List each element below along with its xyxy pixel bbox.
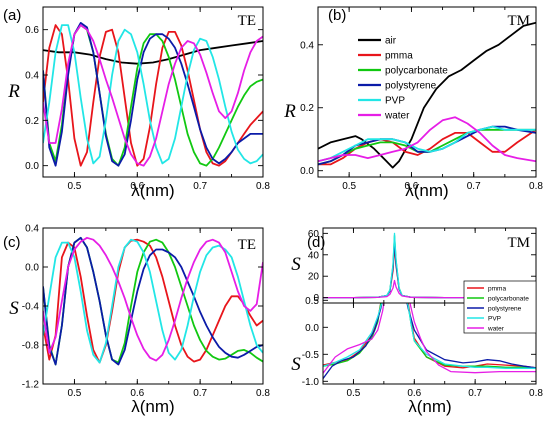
panel-b-y-tick-label: 0.0: [300, 166, 314, 177]
panel-c-y-tick-label: 0.0: [25, 263, 39, 274]
panel-d-legend: pmma polycarbonate polystyrene PVP water: [463, 280, 537, 334]
panel-d-bottom-series-water: [323, 303, 536, 374]
panel-b-series-air: [318, 21, 536, 169]
panel-b-x-tick-label: 0.7: [467, 181, 481, 192]
panel-a-y-axis-label: R: [7, 81, 20, 102]
panel-b-series-water: [318, 116, 536, 163]
panel-a-x-tick-label: 0.5: [67, 181, 81, 192]
panel-a: 0.5 0.6 0.7 0.80.00.20.40.6λ(nm)R(a) TE: [3, 6, 270, 200]
panel-b-mode-label: TM: [508, 13, 531, 29]
panel-d-label: (d): [307, 234, 325, 251]
panel-d-x-axis-label: λ(nm): [408, 397, 451, 416]
panel-d-bottom-y-tick-label: 0.0: [305, 323, 319, 334]
panel-c-mode-label: TE: [238, 237, 256, 253]
panel-d-bottom-x-tick-label: 0.7: [468, 388, 482, 399]
panel-d-top-y-tick-label: 40: [308, 250, 320, 261]
panel-d-bottom-series-polystyrene: [323, 303, 536, 379]
panel-a-series-air: [43, 40, 263, 65]
panel-c-label: (c): [3, 234, 21, 251]
panel-c-series-polystyrene: [43, 236, 263, 366]
panel-d-top-y-tick-label: 20: [308, 272, 320, 283]
panel-c-y-axis-label: S: [9, 298, 19, 319]
panel-c-series-pvp: [43, 238, 263, 364]
panel-a-x-tick-label: 0.6: [130, 181, 144, 192]
panel-a-series-pmma: [43, 24, 263, 167]
panel-d-top-y-axis-label: S: [291, 254, 301, 275]
panel-a-x-tick-label: 0.8: [256, 181, 270, 192]
panel-b-x-tick-label: 0.8: [529, 181, 543, 192]
panel-b-legend-label-pvp: PVP: [385, 96, 405, 107]
panel-c-y-tick-label: -0.4: [22, 302, 40, 313]
panel-a-x-tick-label: 0.7: [193, 181, 207, 192]
panel-d-legend-label-pvp: PVP: [488, 316, 501, 323]
panel-d-bottom-series-pvp: [323, 303, 536, 369]
panel-d-top-plot-area: [323, 232, 536, 299]
panel-c-y-tick-label: -1.2: [22, 380, 40, 391]
panel-d-bottom-x-tick-label: 0.5: [346, 388, 360, 399]
panel-a-y-tick-label: 0.4: [25, 71, 39, 82]
panel-a-plot-area: [43, 21, 263, 167]
panel-d-bottom-plot-area: [323, 303, 536, 379]
panel-d-bottom-y-tick-label: -0.5: [302, 350, 320, 361]
panel-d-top-y-tick-label: 0: [313, 293, 319, 304]
panel-b-y-tick-label: 0.2: [300, 103, 314, 114]
panel-b-y-tick-label: 0.4: [300, 40, 314, 51]
panel-c-x-tick-label: 0.6: [130, 388, 144, 399]
panel-a-series-water: [43, 24, 263, 167]
panel-a-mode-label: TE: [238, 13, 256, 29]
panel-d-bottom-x-tick-label: 0.6: [407, 388, 421, 399]
panel-c-series-pmma: [43, 238, 263, 364]
panel-d-legend-label-polycarbonate: polycarbonate: [488, 296, 529, 303]
panel-a-y-tick-label: 0.2: [25, 116, 39, 127]
panel-b: 0.5 0.6 0.7 0.8 0.0 0.2 0.4 λ(nm) R (b) TM air pmma p…: [283, 6, 543, 200]
panel-d-bottom-frame: [322, 302, 537, 385]
panel-c-series-water: [43, 236, 263, 362]
panel-a-series-pvp: [43, 24, 263, 165]
panel-c-y-tick-label: 0.4: [25, 224, 39, 235]
panel-b-x-tick-label: 0.6: [404, 181, 418, 192]
panel-b-y-axis-label: R: [283, 101, 296, 122]
panel-d-legend-label-pmma: pmma: [488, 286, 506, 293]
panel-a-y-tick-label: 0.0: [25, 161, 39, 172]
panel-d-bottom-y-axis-label: S: [291, 354, 301, 375]
panel-d-legend-label-water: water: [487, 326, 505, 333]
panel-d-bottom-y-tick-label: 0.5: [305, 296, 319, 307]
panel-d-mode-label: TM: [508, 235, 531, 251]
panel-b-series-pvp: [318, 125, 536, 163]
panel-b-legend-label-air: air: [385, 36, 397, 47]
panel-d-top-y-tick-label: 60: [308, 229, 320, 240]
panel-d-bottom-x-tick-label: 0.8: [529, 388, 543, 399]
panel-b-legend-label-pmma: pmma: [385, 51, 413, 62]
panel-c-x-tick-label: 0.7: [193, 388, 207, 399]
panel-b-plot-area: [318, 21, 536, 169]
panel-c-x-tick-label: 0.8: [256, 388, 270, 399]
panel-d: 0 20 40 60 S 0.5 0.6 0.7 0.8 -1.0 -0.5 0.0 0.5 Sλ(nm)…: [291, 227, 543, 416]
panel-b-x-axis-label: λ(nm): [405, 181, 448, 200]
panel-a-series-polystyrene: [43, 21, 263, 167]
panel-b-x-tick-label: 0.5: [342, 181, 356, 192]
panel-b-frame: [317, 6, 537, 178]
panel-b-legend-label-polycarbonate: polycarbonate: [385, 66, 448, 77]
panel-a-x-axis-label: λ(nm): [131, 181, 174, 200]
panel-c-x-tick-label: 0.5: [67, 388, 81, 399]
panel-c-plot-area: [43, 236, 263, 366]
panel-c-y-tick-label: -0.8: [22, 341, 40, 352]
panel-d-legend-box: [463, 280, 537, 334]
panel-a-label: (a): [3, 7, 21, 24]
panel-b-label: (b): [328, 7, 346, 24]
panel-d-legend-label-polystyrene: polystyrene: [488, 306, 522, 313]
panel-d-top-series-water: [323, 279, 536, 299]
panel-b-legend: air pmma polycarbonate polystyrene PVP water: [358, 36, 448, 122]
panel-c-x-axis-label: λ(nm): [131, 397, 174, 416]
panel-a-y-tick-label: 0.6: [25, 25, 39, 36]
panel-b-legend-label-polystyrene: polystyrene: [385, 81, 437, 92]
panel-b-legend-label-water: water: [384, 111, 410, 122]
panel-d-bottom-y-tick-label: -1.0: [302, 377, 320, 388]
panel-c: 0.5 0.6 0.7 0.8 -1.2 -0.8 -0.4 0.0 0.4 λ(nm) S (c) T…: [3, 224, 270, 417]
panel-a-frame: [42, 6, 264, 178]
